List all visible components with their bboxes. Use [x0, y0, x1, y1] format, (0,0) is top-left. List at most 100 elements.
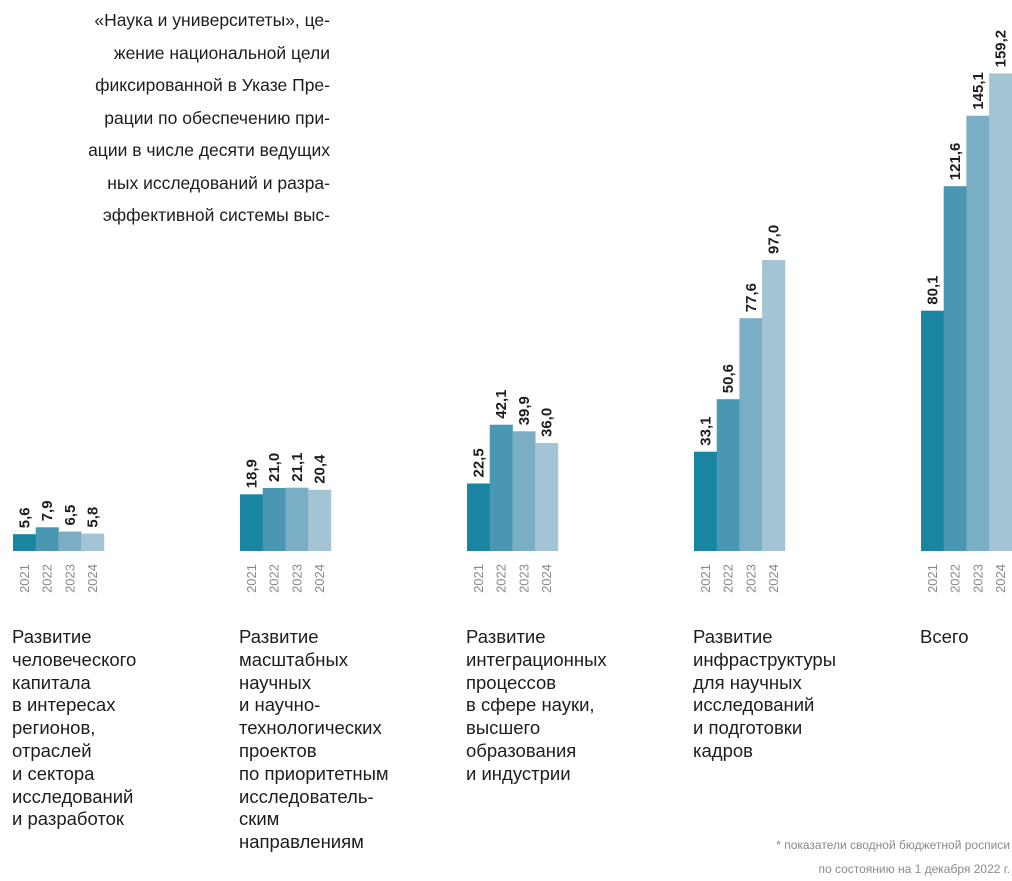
- category-label-line: исследований: [693, 694, 815, 716]
- category-label-line: Развитие: [466, 626, 546, 647]
- bar: [489, 424, 513, 551]
- bar-value-label: 145,1: [970, 72, 987, 110]
- category-label-line: регионов,: [12, 717, 96, 739]
- bar: [535, 443, 559, 551]
- category-label-line: инфраструктуры: [693, 648, 837, 670]
- category-label: Развитие инфраструктуры для научных исследо…: [693, 626, 913, 763]
- footnote: * показатели сводной бюджетной росписи п…: [776, 833, 1010, 881]
- bar: [240, 494, 264, 551]
- category-label-line: и сектора: [12, 762, 95, 784]
- bar-value-label: 21,0: [266, 453, 283, 482]
- bar: [467, 483, 491, 551]
- year-tick-label: 2022: [40, 564, 55, 593]
- category-label: Развитие масштабных научных и научно-технол…: [239, 626, 459, 854]
- bar-value-label: 159,2: [992, 30, 1009, 68]
- category-label: Развитие интеграционных процессов в сфере н…: [466, 626, 686, 786]
- year-tick-label: 2024: [312, 564, 327, 593]
- category-label-line: исследователь-: [239, 785, 374, 807]
- category-label-line: проектов: [239, 739, 317, 761]
- year-tick-label: 2023: [743, 564, 758, 593]
- bar: [989, 73, 1012, 552]
- bar: [285, 487, 309, 551]
- bar: [943, 186, 967, 551]
- category-label-line: Развитие: [12, 626, 92, 647]
- category-label-line: капитала: [12, 671, 91, 693]
- category-label-line: по приоритетным: [239, 762, 389, 784]
- category-label-line: и разработок: [12, 808, 125, 830]
- category-label: Всего: [920, 626, 1012, 649]
- intro-line: «Наука и университеты», це-: [94, 10, 330, 30]
- bar: [739, 318, 763, 551]
- year-tick-label: 2021: [471, 564, 486, 593]
- bar: [13, 534, 37, 551]
- bar-value-label: 80,1: [924, 275, 941, 304]
- bar: [762, 260, 786, 551]
- category-label-line: человеческого: [12, 648, 137, 670]
- bar: [921, 310, 945, 551]
- bar: [58, 531, 82, 551]
- category-label-line: интеграционных: [466, 648, 607, 670]
- year-tick-label: 2024: [766, 564, 781, 593]
- bar: [81, 533, 105, 551]
- category-label-line: и индустрии: [466, 762, 571, 784]
- category-label-line: процессов: [466, 671, 557, 693]
- year-tick-label: 2021: [17, 564, 32, 593]
- category-label-line: научных: [239, 671, 311, 693]
- category-label-line: образования: [466, 739, 577, 761]
- category-label-line: кадров: [693, 739, 753, 761]
- year-tick-label: 2021: [698, 564, 713, 593]
- bar-value-label: 20,4: [311, 454, 328, 484]
- footnote-line: * показатели сводной бюджетной росписи: [776, 838, 1010, 852]
- category-label-line: в интересах: [12, 694, 116, 716]
- bar: [716, 399, 740, 551]
- bar-value-label: 21,1: [289, 452, 306, 481]
- year-tick-label: 2023: [289, 564, 304, 593]
- year-tick-label: 2021: [925, 564, 940, 593]
- bar-value-label: 6,5: [62, 505, 79, 526]
- year-tick-label: 2023: [516, 564, 531, 593]
- bar-value-label: 42,1: [493, 389, 510, 418]
- year-tick-label: 2022: [948, 564, 963, 593]
- intro-line: эффективной системы выс-: [102, 205, 330, 225]
- bar-value-label: 33,1: [697, 416, 714, 445]
- intro-line: ации в числе десяти ведущих: [88, 140, 330, 160]
- bar-chart: 5,6 2021 7,9 2022 6,5 2023 5,8 2024 18,9 2021 21,0…: [13, 30, 1012, 593]
- category-label-line: высшего: [466, 717, 541, 739]
- category-label-line: масштабных: [239, 648, 349, 670]
- category-label-line: технологических: [239, 717, 382, 739]
- bar-value-label: 7,9: [39, 500, 56, 521]
- bar-value-label: 39,9: [516, 396, 533, 425]
- bar-value-label: 22,5: [470, 448, 487, 477]
- intro-line: ных исследований и разра-: [107, 172, 330, 193]
- year-tick-label: 2022: [494, 564, 509, 593]
- bar-value-label: 121,6: [947, 143, 964, 181]
- bar: [512, 431, 536, 551]
- intro-line: жение национальной цели: [113, 42, 330, 63]
- year-tick-label: 2024: [993, 564, 1008, 593]
- bar-value-label: 50,6: [720, 364, 737, 393]
- year-tick-label: 2022: [267, 564, 282, 593]
- bar-value-label: 77,6: [743, 283, 760, 312]
- category-label-line: для научных: [693, 671, 802, 693]
- year-tick-label: 2024: [85, 564, 100, 593]
- bar: [262, 488, 286, 551]
- bar: [694, 451, 718, 551]
- intro-line: рации по обеспечению при-: [104, 107, 330, 128]
- category-label-line: и научно-: [239, 694, 321, 716]
- bar: [308, 489, 332, 551]
- bar-value-label: 18,9: [243, 459, 260, 488]
- category-label-line: и подготовки: [693, 717, 803, 739]
- category-label-line: Развитие: [693, 626, 773, 647]
- year-tick-label: 2021: [244, 564, 259, 593]
- category-label-line: Всего: [920, 626, 969, 647]
- category-label-line: отраслей: [12, 739, 92, 761]
- bar: [966, 115, 990, 551]
- footnote-line: по состоянию на 1 декабря 2022 г.: [818, 862, 1010, 876]
- year-tick-label: 2022: [721, 564, 736, 593]
- year-tick-label: 2023: [62, 564, 77, 593]
- year-tick-label: 2023: [970, 564, 985, 593]
- category-label-line: ским: [239, 808, 280, 830]
- bar-value-label: 5,6: [16, 507, 33, 528]
- category-label-line: исследований: [12, 785, 134, 807]
- bar: [35, 527, 59, 551]
